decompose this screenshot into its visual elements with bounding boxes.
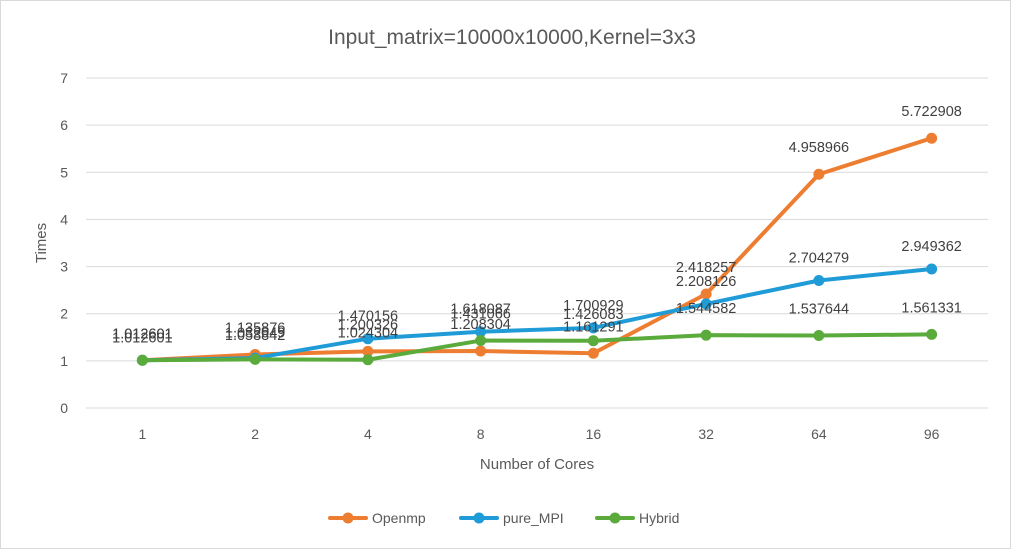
- data-point: [249, 353, 261, 365]
- x-tick-label: 96: [924, 426, 940, 442]
- x-axis-ticks: 1 2 4 8 16 32 64 96: [138, 426, 939, 442]
- data-point: [587, 322, 599, 334]
- data-label: 1.208304: [450, 317, 510, 333]
- series-line-Hybrid: [140, 332, 934, 363]
- data-label: 5.722908: [901, 104, 961, 120]
- data-label: 1.544582: [676, 301, 736, 317]
- chart-title: Input_matrix=10000x10000,Kernel=3x3: [328, 26, 696, 49]
- x-axis-title: Number of Cores: [480, 456, 594, 473]
- data-label: 1.058842: [225, 328, 285, 344]
- y-tick-label: 5: [60, 164, 68, 180]
- data-point: [362, 354, 374, 366]
- legend-label: pure_MPI: [503, 510, 564, 526]
- data-label: 1.537644: [789, 302, 849, 318]
- y-tick-label: 3: [60, 259, 68, 275]
- data-point: [587, 347, 599, 359]
- data-point: [136, 354, 148, 366]
- y-tick-label: 1: [60, 353, 68, 369]
- data-point: [813, 168, 825, 180]
- x-tick-label: 32: [698, 426, 714, 442]
- data-point: [700, 329, 712, 341]
- x-tick-label: 2: [251, 426, 259, 442]
- data-label: 2.949362: [901, 239, 961, 255]
- data-point: [475, 335, 487, 347]
- data-label: 1.200326: [338, 317, 398, 333]
- series-lines: [136, 132, 938, 366]
- x-tick-label: 64: [811, 426, 827, 442]
- data-label: 4.958966: [789, 140, 849, 156]
- x-tick-label: 8: [477, 426, 485, 442]
- data-point: [700, 288, 712, 300]
- data-label: 2.704279: [789, 251, 849, 267]
- series-line-pure_MPI: [140, 266, 934, 363]
- data-label: 1.012601: [112, 326, 172, 342]
- data-label: 2.208126: [676, 274, 736, 290]
- data-label: 1.561331: [901, 300, 961, 316]
- data-label: 1.032049: [225, 325, 285, 341]
- data-label: 1.470156: [338, 309, 398, 325]
- data-point: [475, 345, 487, 357]
- data-point: [587, 335, 599, 347]
- y-axis-title: Times: [33, 223, 50, 263]
- data-point: [475, 326, 487, 338]
- x-tick-label: 4: [364, 426, 372, 442]
- data-point: [926, 328, 938, 340]
- legend-marker: [609, 512, 621, 524]
- y-tick-label: 0: [60, 400, 68, 416]
- data-label: 1.426083: [563, 307, 623, 323]
- legend-marker: [342, 512, 354, 524]
- data-point: [926, 263, 938, 275]
- data-point: [813, 330, 825, 342]
- data-label: 1.161291: [563, 319, 623, 335]
- legend-label: Openmp: [372, 510, 426, 526]
- data-point: [926, 132, 938, 144]
- data-label: 1.700929: [563, 298, 623, 314]
- y-tick-label: 7: [60, 70, 68, 86]
- y-tick-label: 4: [60, 211, 68, 227]
- data-label: 1.135876: [225, 320, 285, 336]
- y-tick-label: 2: [60, 306, 68, 322]
- data-point: [700, 298, 712, 310]
- data-labels: 1.012601 1.135876 1.200326 1.208304 1.161291…: [112, 104, 962, 346]
- data-point: [362, 345, 374, 357]
- data-point: [813, 275, 825, 287]
- data-label: 1.431066: [450, 307, 510, 323]
- data-label: 1.024304: [338, 326, 398, 342]
- data-label: 2.418257: [676, 260, 736, 276]
- legend: Openmp pure_MPI Hybrid: [328, 510, 679, 526]
- x-tick-label: 16: [586, 426, 602, 442]
- data-label: 1.012601: [112, 326, 172, 342]
- data-label: 1.618087: [450, 302, 510, 318]
- legend-label: Hybrid: [639, 510, 679, 526]
- data-point: [362, 333, 374, 345]
- y-axis-ticks: 0 1 2 3 4 5 6 7: [60, 70, 68, 416]
- y-tick-label: 6: [60, 117, 68, 133]
- x-tick-label: 1: [138, 426, 146, 442]
- legend-marker: [473, 512, 485, 524]
- data-label: 1.012601: [112, 330, 172, 346]
